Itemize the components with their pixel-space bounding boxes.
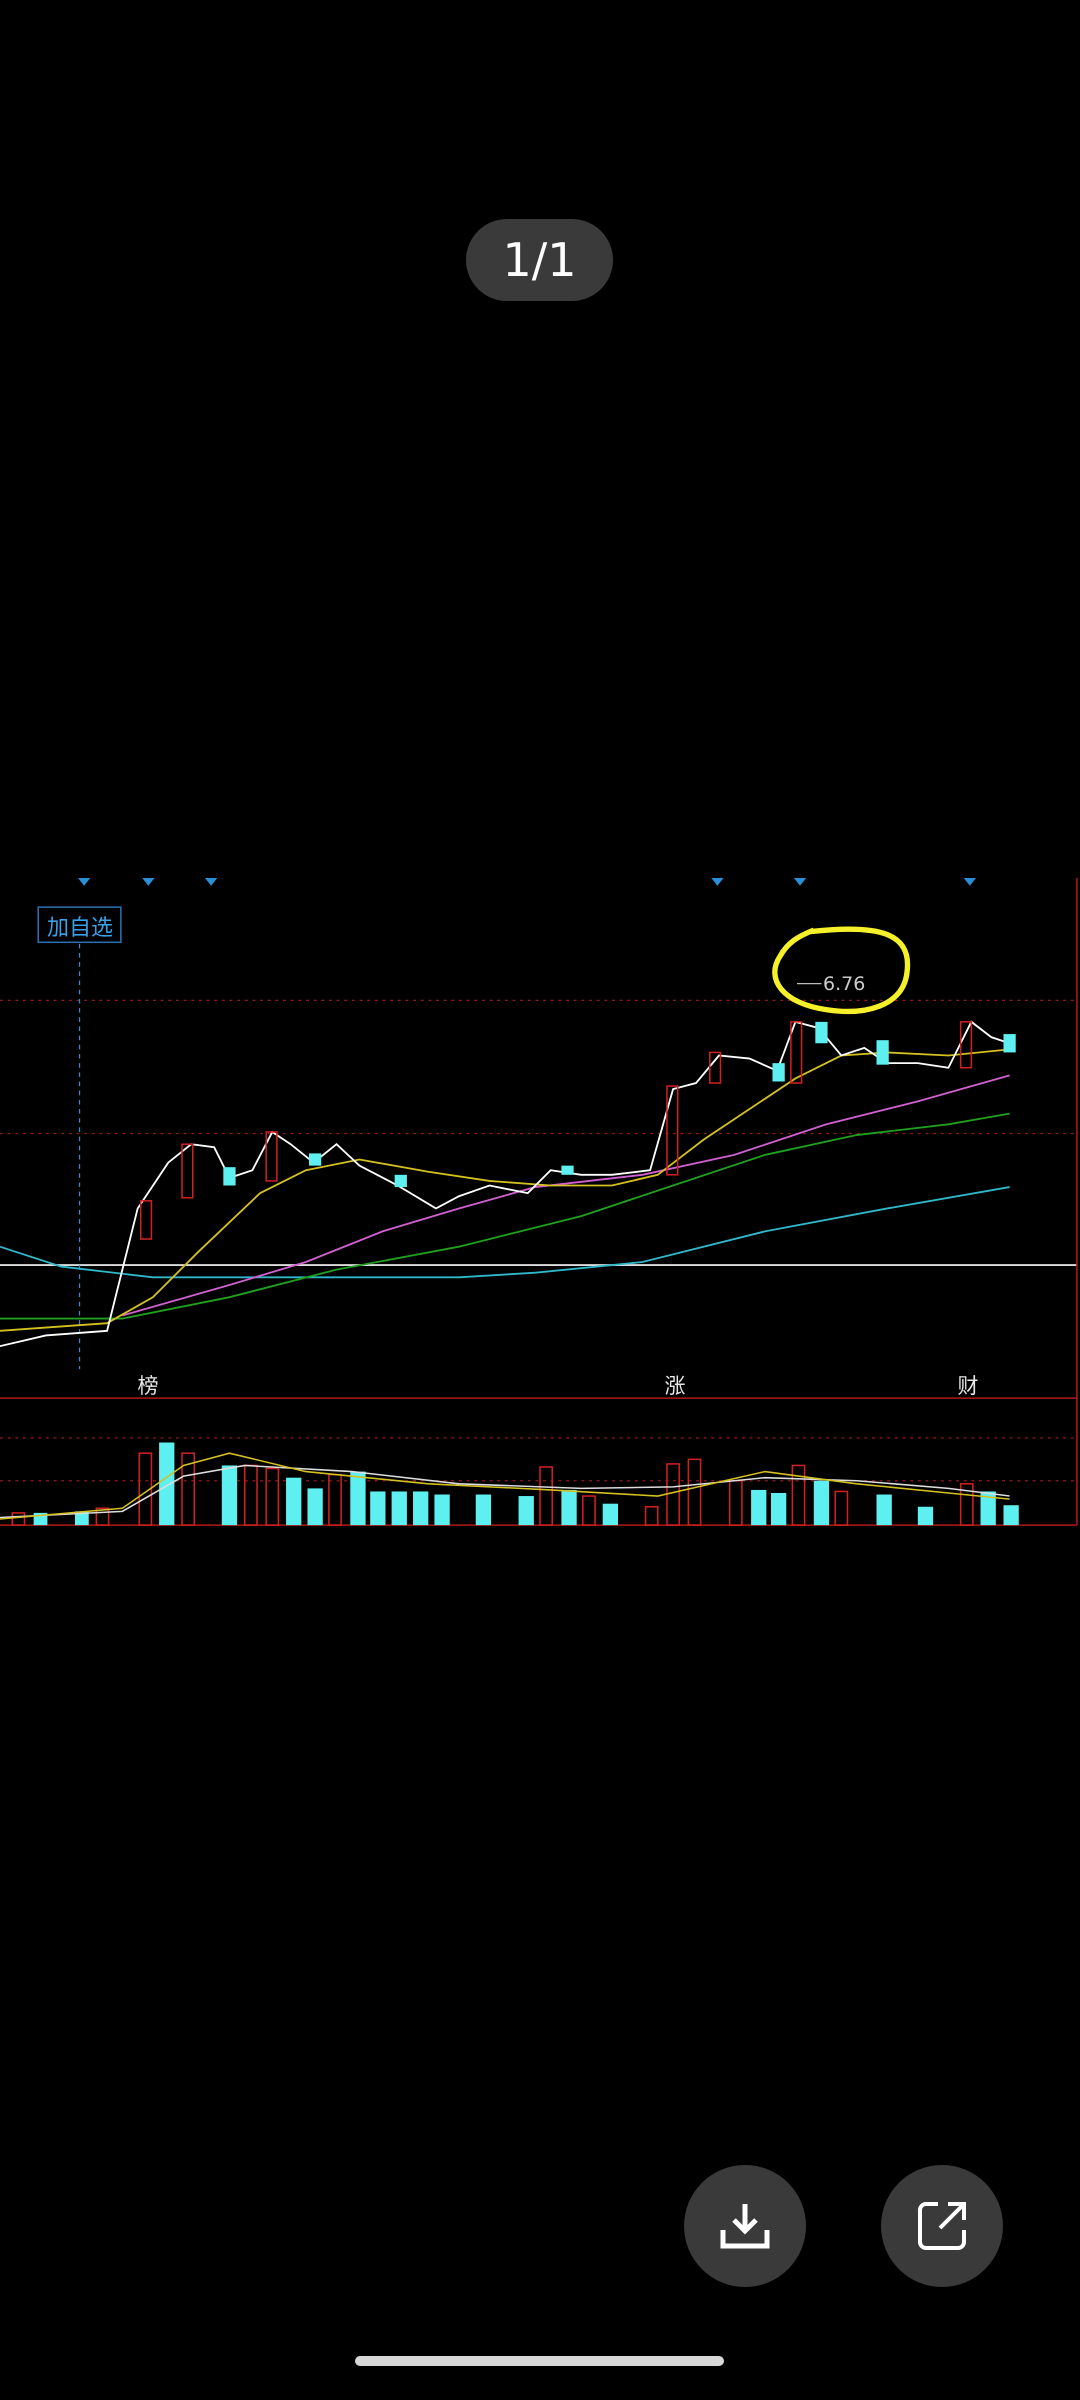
volume-bars xyxy=(11,1452,974,1526)
candles xyxy=(139,1021,973,1240)
candles xyxy=(223,1021,1016,1188)
share-button[interactable] xyxy=(881,2165,1003,2287)
share-icon xyxy=(918,2202,966,2250)
ma-line xyxy=(0,1112,1010,1320)
signal-markers xyxy=(78,878,976,886)
watchlist-box xyxy=(37,906,122,944)
download-button[interactable] xyxy=(684,2165,806,2287)
download-icon xyxy=(720,2204,770,2249)
event-marker: 涨 xyxy=(665,1374,686,1398)
volume-bars xyxy=(33,1442,1019,1526)
ma-line xyxy=(0,1048,1010,1332)
add-watchlist[interactable]: 加自选 xyxy=(47,916,113,941)
home-indicator[interactable] xyxy=(355,2356,724,2366)
price-callout: 6.76 xyxy=(823,973,865,995)
event-marker: 榜 xyxy=(138,1374,159,1398)
page-indicator: 1/1 xyxy=(466,219,613,301)
volume-ma xyxy=(0,1452,1010,1520)
volume-ma xyxy=(0,1464,1010,1519)
highlight-circle xyxy=(772,926,911,1015)
event-marker: 财 xyxy=(958,1374,979,1398)
price-line xyxy=(0,1020,1010,1348)
ma-line xyxy=(0,1186,1010,1279)
ma-line xyxy=(122,1074,1010,1317)
